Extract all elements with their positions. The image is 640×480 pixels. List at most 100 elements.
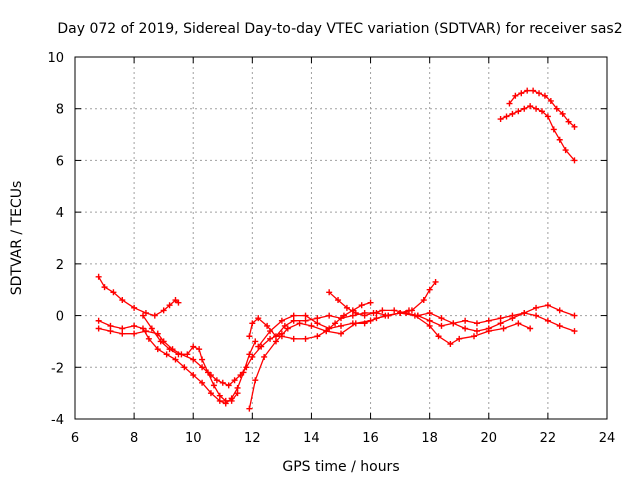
data-point [397, 309, 404, 316]
data-point [225, 382, 232, 389]
data-point [119, 330, 126, 337]
data-point [533, 105, 540, 112]
data-point [556, 322, 563, 329]
data-point [326, 289, 333, 296]
data-point [228, 397, 235, 404]
data-point [213, 377, 220, 384]
data-point [323, 328, 330, 335]
data-point [515, 108, 522, 115]
data-point [335, 297, 342, 304]
data-point [462, 317, 469, 324]
data-point [246, 405, 253, 412]
data-point [527, 103, 534, 110]
data-point [246, 333, 253, 340]
data-point [524, 87, 531, 94]
data-point [240, 369, 247, 376]
data-point [533, 312, 540, 319]
data-point [131, 322, 138, 329]
y-tick-label: 8 [56, 103, 64, 118]
data-point [190, 343, 197, 350]
x-tick-label: 24 [599, 431, 616, 446]
data-point [267, 335, 274, 342]
data-point [205, 369, 211, 376]
data-point [485, 317, 492, 324]
data-point [302, 335, 309, 342]
data-point [571, 123, 578, 130]
series-line [97, 327, 283, 387]
data-point [207, 390, 214, 397]
data-point [571, 312, 578, 319]
data-point [553, 105, 560, 112]
data-point [95, 273, 102, 280]
data-point [181, 364, 188, 371]
x-tick-label: 12 [244, 431, 261, 446]
data-point [255, 315, 262, 322]
x-tick-label: 10 [185, 431, 202, 446]
data-point [154, 346, 161, 353]
data-point [497, 116, 504, 123]
data-point [302, 317, 309, 324]
y-tick-label: -4 [51, 413, 64, 428]
data-point [358, 302, 365, 309]
data-point [367, 299, 374, 306]
data-point [370, 309, 377, 316]
series-arc9 [326, 289, 578, 335]
data-point [497, 320, 504, 327]
data-point [544, 113, 551, 120]
y-tick-label: -2 [51, 361, 64, 376]
data-point [166, 302, 173, 309]
data-point [264, 322, 271, 329]
data-point [432, 278, 439, 285]
data-point [544, 302, 551, 309]
series-arc5 [246, 309, 534, 412]
data-point [272, 338, 279, 345]
data-point [163, 351, 170, 358]
data-point [426, 286, 433, 293]
grid-lines [75, 57, 607, 419]
data-point [547, 97, 554, 104]
data-point [408, 307, 415, 314]
data-point [175, 351, 182, 358]
series-line [281, 301, 372, 340]
data-point [426, 309, 433, 316]
data-point [231, 377, 238, 384]
x-tick-label: 22 [540, 431, 557, 446]
plot-frame [74, 56, 608, 420]
data-point [512, 92, 519, 99]
series-arc7 [255, 278, 439, 350]
data-point [556, 136, 563, 143]
data-point [349, 320, 356, 327]
data-point [199, 364, 206, 371]
data-point [145, 335, 152, 342]
data-point [252, 377, 259, 384]
data-point [326, 312, 333, 319]
y-tick-label: 6 [56, 154, 64, 169]
data-point [290, 312, 297, 319]
data-point [338, 330, 344, 337]
x-axis: 6 8 10 12 14 16 18 20 22 24 [71, 57, 615, 446]
data-point [426, 317, 433, 324]
data-point [131, 330, 138, 337]
data-point [438, 322, 445, 329]
series-arc12 [506, 87, 578, 130]
data-point [222, 397, 229, 404]
data-point [95, 325, 102, 332]
x-tick-label: 20 [481, 431, 498, 446]
data-point [450, 320, 457, 327]
data-point [290, 335, 297, 342]
data-point [151, 312, 158, 319]
data-point [562, 147, 569, 154]
series-arc2 [95, 325, 285, 389]
data-point [184, 351, 191, 358]
data-point [485, 325, 492, 332]
data-point [139, 312, 146, 319]
data-point [302, 312, 309, 319]
data-point [352, 309, 359, 316]
data-point [521, 105, 528, 112]
data-point [503, 113, 510, 120]
data-point [252, 338, 259, 345]
x-tick-label: 14 [303, 431, 320, 446]
data-point [255, 343, 262, 350]
data-point [131, 304, 138, 311]
